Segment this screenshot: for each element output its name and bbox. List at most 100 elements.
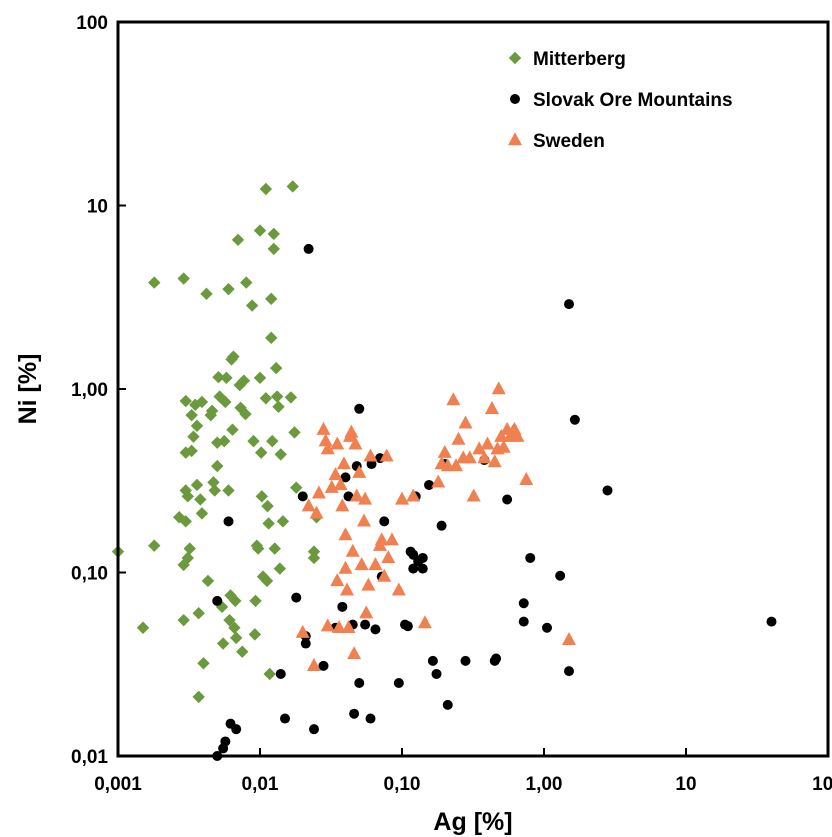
data-point-sweden (491, 381, 506, 395)
data-point-slovak-ore-mountains (366, 459, 377, 470)
data-point-sweden (354, 557, 369, 571)
data-point-mitterberg (179, 394, 192, 408)
data-point-sweden (496, 439, 511, 453)
legend: Mitterberg Slovak Ore Mountains Sweden (508, 49, 733, 152)
data-point-sweden (451, 431, 466, 445)
data-point-slovak-ore-mountains (555, 570, 566, 581)
data-point-sweden (330, 436, 345, 450)
y-tick-label: 0,01 (71, 747, 108, 768)
data-point-mitterberg (230, 631, 243, 645)
data-point-mitterberg (229, 594, 242, 608)
data-point-mitterberg (274, 448, 287, 461)
data-point-mitterberg (260, 574, 274, 588)
data-point-sweden (295, 624, 310, 638)
data-point-slovak-ore-mountains (436, 520, 447, 531)
data-point-slovak-ore-mountains (300, 638, 311, 649)
data-point-slovak-ore-mountains (564, 299, 575, 310)
data-point-mitterberg (215, 600, 229, 614)
data-point-slovak-ore-mountains (291, 592, 302, 603)
data-point-slovak-ore-mountains (212, 595, 223, 606)
data-point-slovak-ore-mountains (408, 563, 419, 574)
data-point-sweden (494, 428, 509, 442)
data-point-mitterberg (259, 182, 273, 196)
data-point-slovak-ore-mountains (308, 724, 319, 735)
data-point-mitterberg (195, 507, 209, 520)
data-point-mitterberg (240, 276, 253, 289)
legend-label-slovak-ore-mountains: Slovak Ore Mountains (533, 90, 733, 111)
data-point-mitterberg (223, 613, 236, 627)
data-point-mitterberg (236, 645, 249, 658)
data-point-mitterberg (247, 434, 260, 448)
data-point-sweden (477, 450, 492, 464)
data-point-sweden (301, 498, 316, 512)
data-point-mitterberg (267, 227, 280, 241)
data-point-slovak-ore-mountains (424, 479, 435, 490)
data-point-slovak-ore-mountains (525, 552, 536, 563)
data-point-mitterberg (179, 484, 192, 497)
data-point-sweden (487, 454, 502, 468)
data-point-mitterberg (205, 404, 219, 418)
data-point-mitterberg (265, 292, 278, 306)
data-point-slovak-ore-mountains (564, 666, 575, 677)
data-point-sweden (338, 560, 353, 574)
data-point-slovak-ore-mountains (379, 516, 390, 527)
data-point-mitterberg (253, 224, 267, 237)
data-point-sweden (448, 458, 463, 472)
data-point-slovak-ore-mountains (349, 708, 360, 719)
data-point-sweden (328, 467, 343, 481)
data-point-slovak-ore-mountains (417, 552, 428, 563)
data-point-slovak-ore-mountains (602, 485, 613, 496)
data-point-mitterberg (307, 551, 321, 565)
data-point-sweden (349, 488, 364, 502)
data-point-sweden (377, 568, 392, 582)
data-point-slovak-ore-mountains (275, 668, 286, 679)
data-point-slovak-ore-mountains (491, 653, 502, 664)
data-point-sweden (320, 618, 335, 632)
x-axis-title: Ag [%] (433, 808, 512, 836)
data-point-sweden (446, 392, 461, 406)
data-point-slovak-ore-mountains (360, 619, 371, 630)
data-point-mitterberg (272, 400, 285, 413)
data-point-sweden (341, 619, 356, 633)
data-point-sweden (316, 421, 331, 435)
data-point-mitterberg (190, 478, 204, 492)
legend-label-sweden: Sweden (533, 131, 605, 152)
data-point-mitterberg (207, 476, 220, 489)
data-point-sweden (363, 448, 378, 462)
data-point-sweden (333, 477, 348, 491)
data-point-mitterberg (288, 426, 301, 439)
data-point-mitterberg (136, 621, 150, 634)
data-point-mitterberg (200, 287, 213, 301)
data-point-sweden (311, 485, 326, 499)
data-point-mitterberg (148, 276, 161, 289)
data-point-mitterberg (173, 511, 186, 524)
data-point-mitterberg (187, 430, 200, 443)
data-point-mitterberg (245, 299, 259, 312)
data-point-sweden (374, 532, 389, 546)
data-point-sweden (391, 582, 406, 596)
data-point-sweden (347, 646, 362, 660)
y-tick-label: 100 (76, 13, 108, 34)
data-point-slovak-ore-mountains (431, 668, 442, 679)
data-point-sweden (562, 631, 577, 645)
data-point-mitterberg (231, 233, 245, 247)
data-point-slovak-ore-mountains (370, 624, 381, 635)
data-point-sweden (484, 401, 499, 415)
data-point-sweden (462, 450, 477, 464)
data-point-sweden (320, 441, 335, 455)
x-tick-label: 10 (675, 774, 696, 795)
data-point-slovak-ore-mountains (354, 403, 365, 414)
data-point-mitterberg (253, 371, 267, 385)
data-point-sweden (331, 619, 346, 633)
data-point-sweden (466, 488, 481, 502)
data-point-slovak-ore-mountains (231, 724, 242, 735)
data-point-sweden (510, 428, 525, 442)
axes: 0,001 0,01 0,10 1,00 10 100 0,01 0,10 1,00 10 100 (71, 13, 832, 795)
data-point-mitterberg (208, 484, 221, 497)
data-point-mitterberg (177, 272, 190, 285)
data-point-sweden (480, 436, 495, 450)
data-point-sweden (335, 498, 350, 512)
data-point-mitterberg (276, 515, 290, 528)
data-point-mitterberg (197, 657, 210, 670)
